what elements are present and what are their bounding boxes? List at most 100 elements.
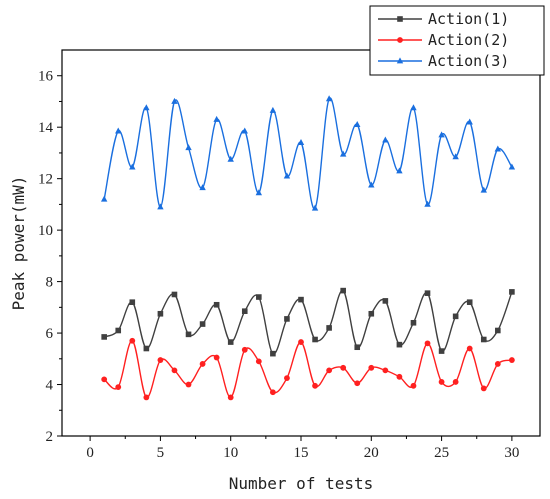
legend-label: Action(3): [428, 52, 509, 70]
data-point: [269, 106, 277, 113]
data-point: [283, 172, 291, 179]
data-point: [340, 287, 346, 294]
data-point: [157, 357, 164, 363]
data-point: [115, 327, 122, 334]
legend-label: Action(1): [428, 10, 509, 28]
data-point: [424, 340, 431, 347]
y-axis-title: Peak power(mW): [9, 176, 28, 311]
data-point: [410, 319, 417, 326]
data-point: [241, 346, 248, 353]
data-point: [354, 121, 361, 128]
x-tick-label: 25: [434, 445, 449, 461]
data-point: [396, 167, 403, 174]
data-point: [509, 289, 515, 295]
y-tick-label: 6: [46, 326, 54, 342]
data-point: [424, 200, 431, 207]
data-point: [326, 367, 333, 374]
legend-item: Action(3): [378, 52, 509, 70]
data-point: [312, 382, 318, 389]
data-point: [129, 299, 136, 305]
data-point: [480, 186, 487, 193]
data-point: [438, 379, 445, 385]
data-point: [466, 118, 473, 125]
data-point: [157, 203, 164, 210]
data-point: [143, 394, 150, 401]
data-point: [452, 313, 459, 320]
axes: 0 5 10 15 20 25 30 2 4 6 8 10 12 14 16: [38, 69, 519, 461]
data-point: [339, 150, 347, 157]
data-point: [382, 367, 389, 374]
data-point: [227, 155, 234, 162]
data-point: [340, 364, 347, 371]
legend-marker: [397, 16, 403, 22]
data-point: [466, 345, 473, 352]
data-point: [382, 298, 389, 304]
y-tick-label: 2: [46, 429, 54, 445]
data-point: [157, 310, 164, 317]
data-point: [101, 334, 107, 340]
data-point: [115, 127, 122, 134]
data-point: [171, 291, 178, 298]
data-point: [311, 204, 319, 211]
x-tick-label: 10: [223, 445, 238, 461]
data-point: [284, 375, 290, 381]
y-tick-label: 10: [38, 223, 53, 239]
x-tick-label: 30: [504, 445, 519, 461]
plot-border: [61, 49, 541, 437]
legend-item: Action(1): [378, 10, 509, 28]
data-point: [368, 181, 375, 188]
legend-marker: [396, 57, 404, 64]
data-point: [199, 184, 206, 191]
data-point: [213, 354, 220, 361]
x-tick-label: 5: [157, 445, 165, 461]
data-point: [298, 296, 304, 303]
y-tick-label: 4: [46, 378, 54, 394]
data-point: [494, 145, 502, 152]
legend: Action(1) Action(2) Action(3): [369, 5, 545, 76]
data-point: [171, 367, 178, 374]
series-2: [101, 337, 515, 401]
data-point: [452, 153, 459, 160]
data-point: [452, 379, 459, 385]
data-point: [495, 327, 501, 334]
data-point: [438, 348, 445, 354]
data-point: [396, 373, 403, 380]
series-line: [103, 289, 513, 355]
data-point: [199, 361, 206, 367]
series-3: [100, 95, 516, 211]
data-point: [241, 308, 248, 314]
data-point: [284, 316, 290, 322]
x-tick-label: 15: [294, 445, 309, 461]
data-point: [508, 357, 515, 363]
data-point: [325, 95, 333, 102]
data-point: [270, 350, 276, 357]
data-point: [185, 144, 192, 151]
data-point: [480, 336, 487, 343]
data-point: [354, 380, 361, 387]
data-point: [115, 384, 122, 391]
data-point: [143, 345, 150, 352]
data-point: [185, 331, 192, 338]
data-point: [424, 290, 431, 296]
data-point: [129, 163, 136, 170]
data-point: [171, 97, 178, 104]
data-point: [227, 394, 234, 401]
data-point: [269, 389, 276, 396]
data-point: [227, 339, 234, 345]
plot-frame: [61, 49, 541, 437]
data-point: [101, 376, 108, 383]
data-point: [298, 339, 304, 345]
y-tick-label: 14: [38, 120, 54, 136]
x-tick-label: 20: [364, 445, 379, 461]
legend-item: Action(2): [378, 31, 509, 49]
data-point: [396, 341, 403, 348]
y-tick-label: 8: [46, 275, 54, 291]
series-1: [101, 287, 515, 357]
data-point: [297, 139, 305, 146]
data-point: [368, 364, 375, 371]
series-line: [103, 340, 513, 399]
data-point: [255, 189, 263, 196]
data-point: [256, 294, 262, 300]
data-point: [326, 325, 332, 331]
